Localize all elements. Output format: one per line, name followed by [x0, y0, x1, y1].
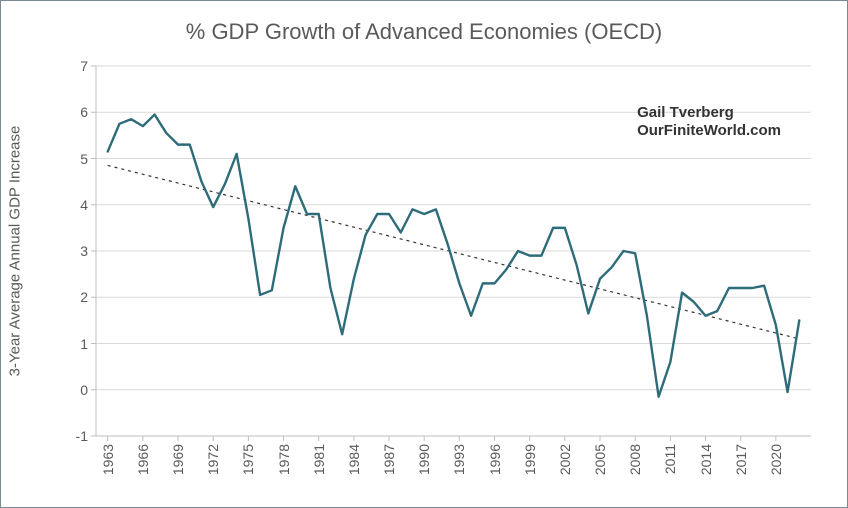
y-tick-label: 5	[1, 151, 88, 167]
chart-attribution: Gail Tverberg OurFiniteWorld.com	[637, 104, 781, 140]
x-tick-label: 1972	[205, 444, 221, 475]
x-tick-label: 1993	[451, 444, 467, 475]
y-tick-label: 3	[1, 243, 88, 259]
x-tick-label: 2011	[662, 444, 678, 474]
x-tick-label: 2005	[592, 444, 608, 475]
x-tick-label: 1963	[100, 444, 116, 475]
x-tick-label: 1975	[240, 444, 256, 475]
x-tick-label: 2020	[768, 444, 784, 475]
y-tick-label: -1	[1, 428, 88, 444]
x-tick-label: 2008	[627, 444, 643, 475]
x-tick-label: 1984	[346, 444, 362, 475]
y-tick-label: 2	[1, 289, 88, 305]
x-tick-label: 1987	[381, 444, 397, 475]
plot-area: Gail Tverberg OurFiniteWorld.com	[96, 66, 811, 436]
y-tick-label: 6	[1, 104, 88, 120]
y-tick-label: 4	[1, 197, 88, 213]
x-tick-label: 2014	[698, 444, 714, 475]
y-tick-label: 0	[1, 382, 88, 398]
x-tick-label: 2017	[733, 444, 749, 475]
y-tick-label: 7	[1, 58, 88, 74]
y-tick-label: 1	[1, 336, 88, 352]
x-tick-label: 1981	[311, 444, 327, 475]
x-tick-label: 1999	[522, 444, 538, 475]
attribution-site: OurFiniteWorld.com	[637, 122, 781, 140]
x-tick-label: 1996	[487, 444, 503, 475]
x-tick-label: 1969	[170, 444, 186, 475]
x-tick-label: 1966	[135, 444, 151, 475]
chart-frame: % GDP Growth of Advanced Economies (OECD…	[0, 0, 848, 508]
x-tick-label: 2002	[557, 444, 573, 475]
x-tick-label: 1978	[276, 444, 292, 475]
x-tick-label: 1990	[416, 444, 432, 475]
chart-title: % GDP Growth of Advanced Economies (OECD…	[1, 19, 847, 45]
attribution-author: Gail Tverberg	[637, 104, 781, 122]
